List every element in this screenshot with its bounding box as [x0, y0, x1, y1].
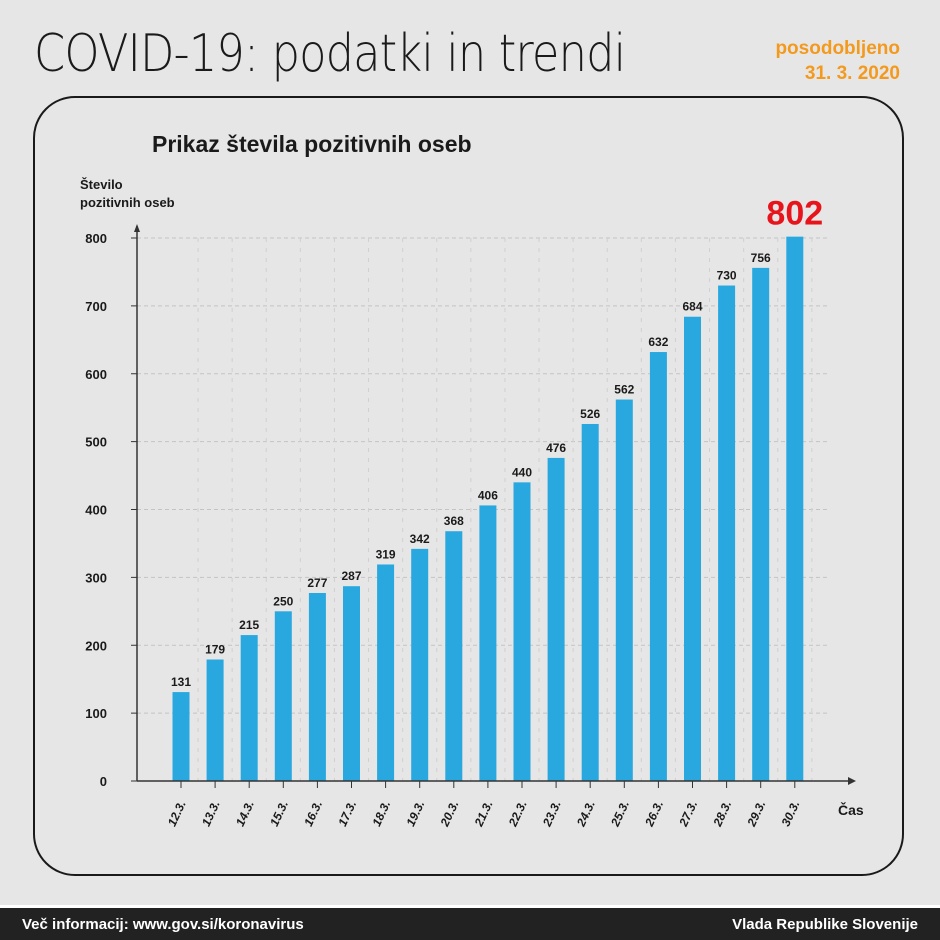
bar-value-label: 215: [239, 618, 259, 632]
bar-value-label: 319: [376, 547, 396, 561]
y-tick-label: 0: [100, 774, 107, 789]
bar-26.3.: [649, 352, 667, 781]
x-tick-label: 22.3.: [505, 798, 529, 829]
bar-25.3.: [615, 399, 633, 781]
bar-value-label: 632: [648, 335, 668, 349]
bar-12.3.: [172, 692, 190, 781]
footer: Več informacij: www.gov.si/koronavirus V…: [0, 905, 940, 940]
bar-value-label: 476: [546, 441, 566, 455]
y-axis-label-line1: Število: [80, 177, 123, 192]
bar-value-label: 440: [512, 465, 532, 479]
bar-17.3.: [343, 586, 360, 781]
chart-title: Prikaz števila pozitivnih oseb: [152, 131, 472, 157]
bar-value-label: 131: [171, 675, 191, 689]
bar-29.3.: [752, 267, 770, 781]
page-title: COVID-19: podatki in trendi: [34, 24, 626, 84]
x-tick-label: 25.3.: [608, 798, 632, 829]
bar-24.3.: [581, 423, 599, 781]
x-tick-label: 17.3.: [335, 798, 359, 828]
bar-22.3.: [513, 482, 531, 781]
x-tick-label: 19.3.: [403, 798, 427, 828]
bar-18.3.: [377, 564, 395, 781]
x-tick-label: 28.3.: [710, 798, 734, 829]
x-tick-label: 23.3.: [539, 798, 563, 829]
x-tick-label: 24.3.: [574, 798, 598, 829]
bar-21.3.: [479, 505, 497, 781]
bar-13.3.: [206, 659, 224, 781]
updated-label: posodobljeno: [775, 38, 900, 59]
bar-value-label: 368: [444, 514, 464, 528]
bar-19.3.: [411, 548, 429, 781]
highlight-value-label: 802: [766, 195, 823, 233]
bar-16.3.: [308, 592, 326, 781]
y-tick-label: 800: [85, 231, 107, 246]
y-axis-arrow-icon: [134, 224, 140, 232]
updated-date: 31. 3. 2020: [804, 63, 900, 84]
x-tick-label: 21.3.: [471, 798, 495, 829]
x-tick-label: 30.3.: [779, 798, 803, 828]
x-tick-label: 15.3.: [267, 798, 291, 828]
bar-value-label: 730: [717, 269, 737, 283]
y-tick-label: 300: [85, 570, 107, 585]
x-tick-label: 26.3.: [642, 798, 666, 829]
y-tick-label: 500: [85, 435, 107, 450]
bar-value-label: 342: [410, 532, 430, 546]
bar-14.3.: [240, 635, 258, 781]
chart-panel: [33, 96, 904, 876]
x-tick-label: 14.3.: [233, 798, 257, 828]
x-tick-label: 18.3.: [369, 798, 393, 828]
bar-27.3.: [684, 316, 701, 781]
y-tick-label: 700: [85, 299, 107, 314]
x-tick-label: 20.3.: [437, 798, 461, 829]
bar-value-label: 250: [273, 594, 293, 608]
y-tick-label: 600: [85, 367, 107, 382]
x-axis-arrow-icon: [848, 777, 856, 785]
bar-value-label: 179: [205, 643, 225, 657]
bar-value-label: 526: [580, 407, 600, 421]
updated-info: posodobljeno 31. 3. 2020: [775, 36, 900, 86]
bar-value-label: 684: [682, 300, 702, 314]
bar-28.3.: [718, 285, 736, 781]
y-tick-label: 100: [85, 706, 107, 721]
bar-23.3.: [547, 457, 565, 781]
bar-value-label: 406: [478, 488, 498, 502]
bar-15.3.: [274, 611, 292, 781]
x-tick-label: 12.3.: [165, 798, 189, 828]
bar-value-label: 287: [341, 569, 361, 583]
x-tick-label: 13.3.: [199, 798, 223, 828]
y-tick-label: 400: [85, 503, 107, 518]
x-tick-label: 29.3.: [744, 798, 768, 829]
bar-value-label: 562: [614, 383, 634, 397]
government-label: Vlada Republike Slovenije: [732, 916, 918, 933]
y-tick-label: 200: [85, 638, 107, 653]
more-info-link[interactable]: Več informacij: www.gov.si/koronavirus: [22, 916, 304, 933]
x-axis-label: Čas: [838, 801, 864, 818]
bar-value-label: 277: [307, 576, 327, 590]
y-axis-label-line2: pozitivnih oseb: [80, 195, 175, 210]
x-tick-label: 27.3.: [676, 798, 700, 829]
x-tick-label: 16.3.: [301, 798, 325, 828]
bar-value-label: 756: [751, 251, 771, 265]
bar-20.3.: [445, 531, 463, 781]
bar-30.3.: [786, 236, 804, 781]
